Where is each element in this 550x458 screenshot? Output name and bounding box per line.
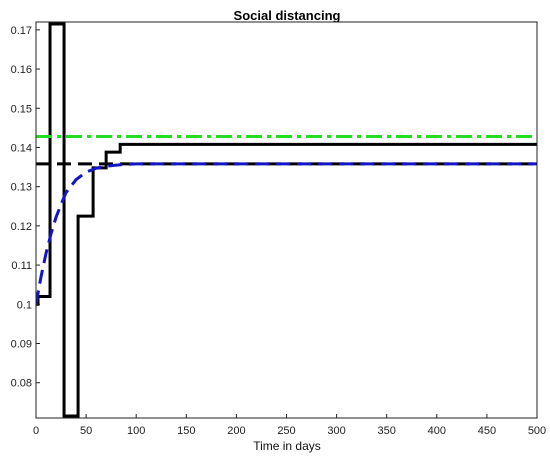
y-axis: 0.08 0.09 0.1 0.11 0.12 0.13 0.14 0.15 0.16 0.17 [11, 25, 40, 390]
y-tick-label: 0.12 [11, 221, 32, 233]
y-tick-label: 0.08 [11, 378, 32, 390]
x-tick-label: 0 [33, 425, 39, 437]
x-tick-label: 200 [227, 425, 245, 437]
x-axis: 0 50 100 150 200 250 300 350 400 450 500 [33, 414, 546, 437]
y-tick-label: 0.14 [11, 142, 32, 154]
y-tick-label: 0.16 [11, 64, 32, 76]
y-tick-label: 0.15 [11, 103, 32, 115]
x-tick-label: 100 [127, 425, 145, 437]
x-axis-label: Time in days [253, 439, 321, 453]
y-tick-label: 0.13 [11, 182, 32, 194]
series-line-1 [36, 22, 537, 418]
x-tick-label: 500 [528, 425, 546, 437]
y-tick-label: 0.11 [11, 260, 32, 272]
series-layer [36, 22, 537, 418]
x-tick-label: 350 [378, 425, 396, 437]
series-line-4 [36, 162, 537, 305]
x-tick-label: 250 [277, 425, 295, 437]
y-tick-label: 0.17 [11, 25, 32, 37]
y-tick-label: 0.09 [11, 339, 32, 351]
x-tick-label: 150 [177, 425, 195, 437]
x-tick-label: 400 [428, 425, 446, 437]
x-tick-label: 450 [478, 425, 496, 437]
chart-title: Social distancing [234, 8, 341, 23]
y-tick-label: 0.1 [17, 299, 32, 311]
x-tick-label: 300 [327, 425, 345, 437]
plot-frame [35, 21, 538, 419]
x-tick-label: 50 [80, 425, 92, 437]
